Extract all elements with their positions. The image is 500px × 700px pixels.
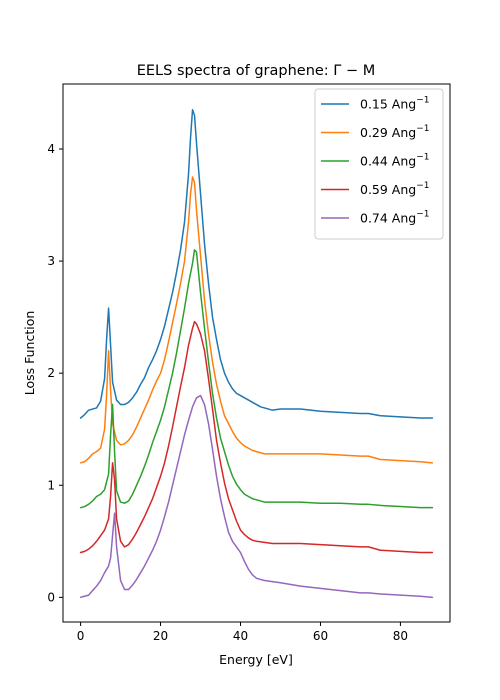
y-tick-label: 0 (47, 590, 55, 604)
y-tick-label: 4 (47, 142, 55, 156)
legend-box (314, 88, 444, 240)
y-tick-label: 1 (47, 478, 55, 492)
legend-label-3: 0.44 Ang−1 (360, 153, 430, 169)
plot-frame (62, 83, 451, 623)
legend: 0.15 Ang−1 0.29 Ang−1 0.44 Ang−1 0.59 Ang−1… (314, 88, 444, 240)
y-axis-label: Loss Function (22, 311, 37, 396)
x-tick-label: 20 (153, 629, 168, 643)
chart-title: EELS spectra of graphene: Γ − M (137, 63, 376, 79)
x-axis-label: Energy [eV] (219, 652, 293, 667)
y-tick-label: 2 (47, 366, 55, 380)
legend-items: 0.15 Ang−1 0.29 Ang−1 0.44 Ang−1 0.59 Ang−1… (321, 96, 430, 226)
x-tick-label: 80 (393, 629, 408, 643)
series-line-1 (79, 109, 434, 419)
series-line-3 (79, 249, 434, 509)
series-line-4 (79, 320, 434, 554)
series-line-5 (79, 394, 434, 599)
x-tick-label: 0 (77, 629, 85, 643)
x-tick-label: 40 (233, 629, 248, 643)
y-tick-label: 3 (47, 254, 55, 268)
x-axis-ticks: 0 20 40 60 80 (77, 622, 408, 643)
legend-label-5: 0.74 Ang−1 (360, 210, 430, 226)
legend-label-1: 0.15 Ang−1 (360, 96, 430, 112)
legend-label-2: 0.29 Ang−1 (360, 124, 430, 140)
series-layer (79, 109, 434, 599)
x-tick-label: 60 (313, 629, 328, 643)
legend-label-4: 0.59 Ang−1 (360, 181, 430, 197)
y-axis-ticks: 0 1 2 3 4 (47, 142, 63, 604)
